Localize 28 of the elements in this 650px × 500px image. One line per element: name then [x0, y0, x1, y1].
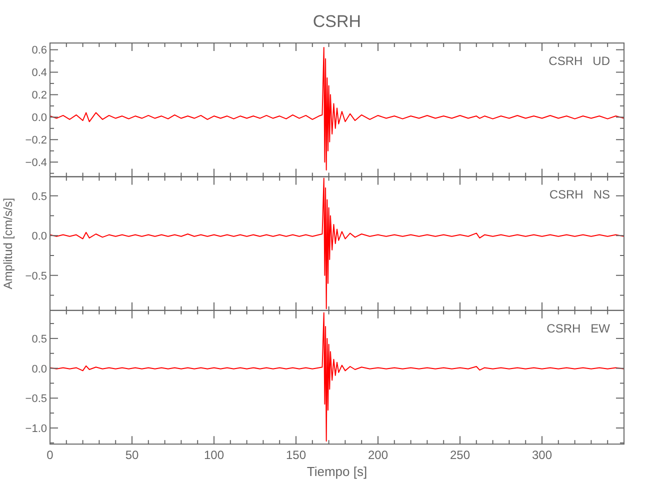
y-tick-label: 0.2	[32, 90, 47, 102]
y-axis-title: Amplitud [cm/s/s]	[1, 198, 15, 290]
x-tick-label: 50	[125, 448, 139, 462]
y-tick-label: −1.0	[25, 422, 47, 435]
annotation: CSRH NS	[549, 188, 610, 202]
x-tick-label: 300	[532, 448, 552, 462]
y-tick-label: −0.2	[25, 134, 47, 147]
x-tick-label: 100	[204, 448, 224, 462]
annotation: CSRH UD	[548, 54, 610, 68]
y-tick-label: 0.0	[32, 363, 47, 376]
x-tick-label: 250	[450, 448, 470, 462]
y-tick-label: −0.5	[25, 393, 47, 406]
annotation: CSRH EW	[546, 321, 611, 336]
chart-title: CSRH	[312, 12, 362, 31]
y-tick-label: 0.5	[32, 190, 47, 203]
y-tick-label: 0.0	[32, 230, 47, 243]
y-tick-label: 0.6	[32, 44, 47, 57]
x-tick-label: 150	[286, 448, 306, 462]
y-tick-label: 0.5	[32, 333, 47, 346]
y-tick-label: 0.4	[32, 67, 47, 80]
line-series	[50, 46, 624, 170]
line-series	[50, 312, 624, 442]
x-tick-label: 0	[46, 448, 54, 462]
y-tick-label: −0.4	[25, 157, 47, 170]
x-tick-label: 200	[368, 448, 388, 462]
x-axis-title: Tiempo [s]	[306, 464, 368, 480]
y-tick-label: 0.0	[32, 112, 47, 124]
y-tick-label: −0.5	[25, 270, 47, 282]
